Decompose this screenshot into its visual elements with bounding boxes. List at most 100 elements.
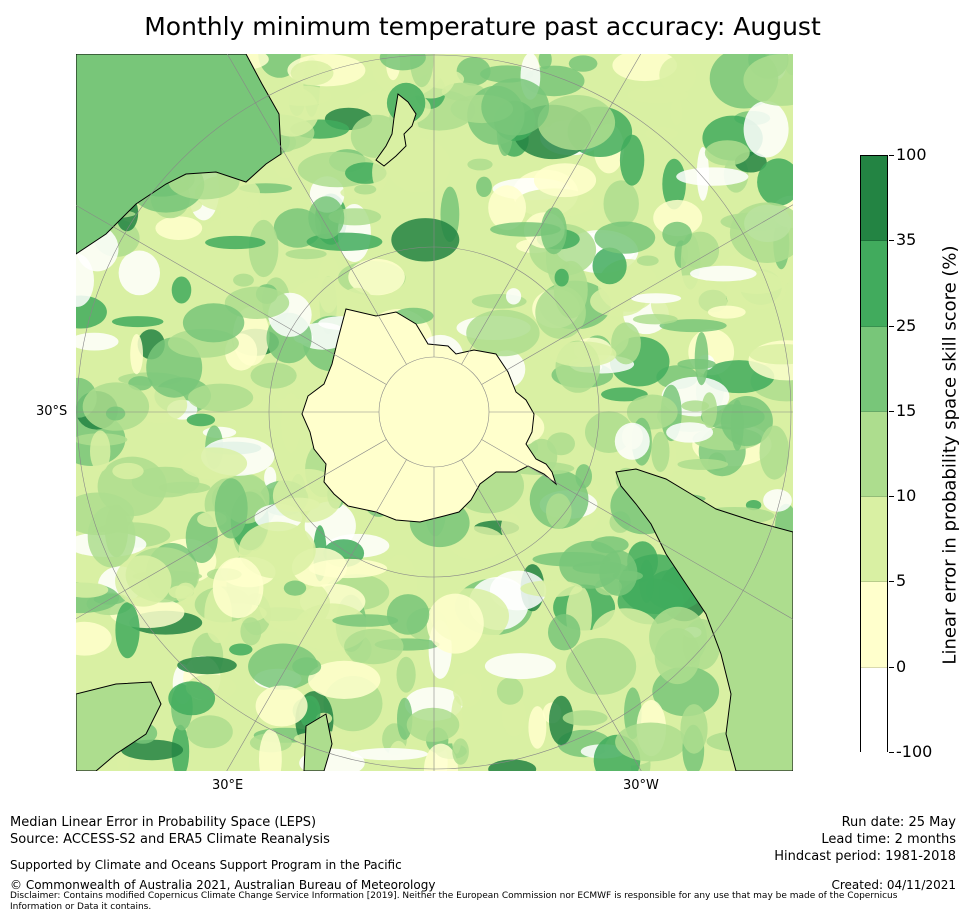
skill-patch (283, 580, 307, 596)
skill-patch (502, 695, 526, 737)
skill-patch (537, 95, 616, 151)
skill-patch (350, 748, 428, 761)
skill-patch (645, 126, 678, 141)
skill-patch (118, 250, 160, 296)
madagascar-coastline (303, 713, 333, 771)
australia-coastline (76, 54, 282, 255)
skill-patch (520, 580, 583, 597)
skill-patch (615, 722, 687, 762)
meridian-line (481, 204, 793, 385)
skill-patch (90, 430, 111, 473)
colorbar-segment (861, 667, 887, 753)
skill-patch (619, 134, 645, 186)
skill-patch (177, 656, 237, 675)
skill-patch (105, 406, 126, 421)
skill-patch (554, 268, 569, 287)
meridian-line (481, 439, 793, 620)
skill-patch (614, 422, 650, 460)
skill-patch (546, 493, 572, 529)
skill-patch (630, 293, 682, 304)
skill-patch (115, 602, 140, 659)
meridian-line (461, 54, 642, 365)
skill-patch (112, 316, 164, 328)
skill-patch (186, 715, 233, 749)
colorbar-tick-label: 100 (896, 145, 927, 164)
skill-patch (611, 322, 641, 365)
skill-patch (729, 202, 793, 263)
skill-patch (308, 660, 381, 700)
graticule (76, 54, 793, 771)
skill-patch (76, 492, 135, 536)
skill-patch (489, 570, 547, 611)
skill-patch (690, 265, 757, 282)
colorbar-tick (889, 666, 894, 668)
skill-patch (467, 158, 493, 171)
skill-patch (379, 54, 426, 71)
support-text: Supported by Climate and Oceans Support … (10, 858, 402, 872)
skill-patch (743, 54, 793, 106)
skill-patch (120, 739, 184, 761)
meridian-line (76, 439, 387, 620)
skill-patch (730, 399, 744, 451)
skill-patch (250, 362, 297, 389)
skill-patch (639, 559, 654, 603)
skill-patch (212, 557, 264, 619)
skill-patch (424, 743, 458, 771)
skill-patch (274, 153, 297, 179)
skill-patch (214, 478, 248, 539)
skill-patch (348, 258, 405, 296)
colorbar-tick-label: 25 (896, 315, 917, 335)
skill-patch (391, 218, 460, 262)
colorbar-tick-label: 0 (896, 656, 907, 676)
skill-patch (649, 606, 707, 669)
skill-patch (116, 750, 130, 771)
colorbar-segment (861, 326, 887, 412)
skill-patch (533, 163, 597, 198)
skill-patch (592, 247, 627, 285)
antarctica-coastline (301, 308, 558, 523)
longitude-label-west: 30°W (623, 778, 659, 793)
skill-patch (130, 334, 143, 375)
skill-patch (659, 56, 697, 94)
skill-patch (759, 425, 790, 480)
skill-patch (677, 358, 716, 370)
skill-patch (354, 184, 377, 195)
colorbar-tick-label: 5 (896, 571, 907, 591)
colorbar-tick-label: 15 (896, 400, 917, 420)
skill-patch (76, 332, 119, 351)
skill-patch (488, 185, 526, 231)
skill-patch (292, 657, 322, 676)
skill-patch (500, 513, 521, 542)
skill-patch (76, 582, 109, 598)
skill-patch (618, 554, 694, 615)
skill-patch (406, 707, 460, 742)
skill-patch (701, 392, 718, 428)
skill-patch (453, 673, 482, 708)
skill-patch (549, 341, 617, 368)
skill-patch (694, 332, 709, 386)
skill-patch (396, 656, 416, 693)
skill-patch (308, 558, 388, 579)
skill-patch (676, 167, 749, 186)
longitude-label-east: 30°E (212, 778, 244, 793)
skill-patch (662, 158, 686, 210)
skill-patch (548, 614, 581, 651)
skill-patch (603, 180, 639, 227)
skill-patch (662, 221, 692, 247)
skill-patch (562, 710, 608, 726)
skill-patch (636, 255, 659, 266)
colorbar-segment (861, 156, 887, 242)
skill-patch (666, 422, 714, 443)
skill-patch (651, 431, 670, 473)
skill-patch (566, 638, 637, 695)
skill-patch (76, 621, 112, 656)
skill-patch (456, 57, 491, 86)
skill-patch (115, 555, 172, 607)
skill-patch (344, 628, 404, 665)
colorbar-tick (889, 581, 894, 583)
skill-patch (188, 383, 254, 412)
skill-patch (386, 137, 451, 193)
skill-patch (259, 729, 282, 771)
skill-patch (743, 100, 789, 158)
colorbar (860, 155, 888, 753)
